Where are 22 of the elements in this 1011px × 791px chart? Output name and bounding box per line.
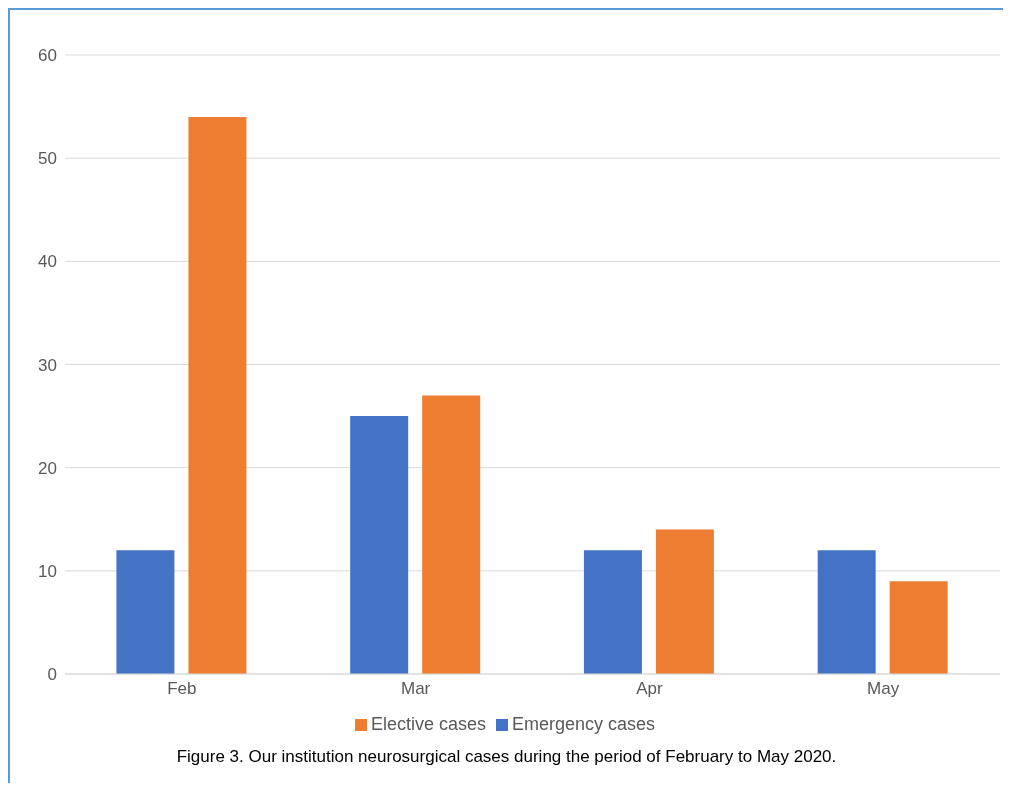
bar <box>116 550 175 674</box>
y-tick-label: 20 <box>38 458 57 478</box>
x-tick-label: Mar <box>400 679 431 699</box>
legend-label: Emergency cases <box>512 714 656 734</box>
y-tick-label: 30 <box>38 355 57 375</box>
y-tick-label: 50 <box>38 149 57 169</box>
x-tick-label: Feb <box>167 679 197 699</box>
y-tick-label: 0 <box>47 665 57 685</box>
legend-label: Elective cases <box>370 714 486 734</box>
caption: Figure 3. Our institution neurosurgical cases during the period of February to May 2020. <box>175 747 838 767</box>
bar <box>583 550 642 674</box>
y-tick-label: 40 <box>38 252 57 272</box>
y-tick-label: 60 <box>38 46 57 66</box>
x-tick-label: May <box>867 679 900 699</box>
bar <box>188 116 247 674</box>
y-tick-label: 10 <box>38 561 57 581</box>
bar <box>350 416 409 674</box>
bar <box>422 395 481 674</box>
bar <box>817 550 876 674</box>
bar <box>655 529 714 674</box>
x-tick-label: Apr <box>636 679 663 699</box>
bar <box>889 581 948 674</box>
